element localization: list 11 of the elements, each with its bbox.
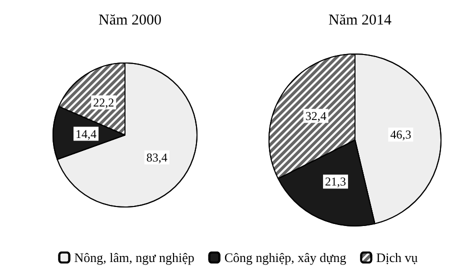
data-label: 14,4: [76, 126, 97, 141]
legend-label: Dịch vụ: [376, 250, 418, 265]
data-label: 32,4: [305, 108, 326, 123]
data-label: 22,2: [93, 95, 114, 110]
data-label: 83,4: [146, 150, 168, 164]
data-label: 46,3: [390, 128, 412, 142]
slice-label: Năm 2014: [328, 12, 392, 28]
legend-label: Công nghiệp, xây dựng: [224, 250, 347, 265]
data-label: 21,3: [325, 174, 346, 189]
legend-label: Nông, lâm, ngư nghiệp: [74, 250, 194, 265]
slice-label: Năm 2000: [98, 12, 162, 28]
